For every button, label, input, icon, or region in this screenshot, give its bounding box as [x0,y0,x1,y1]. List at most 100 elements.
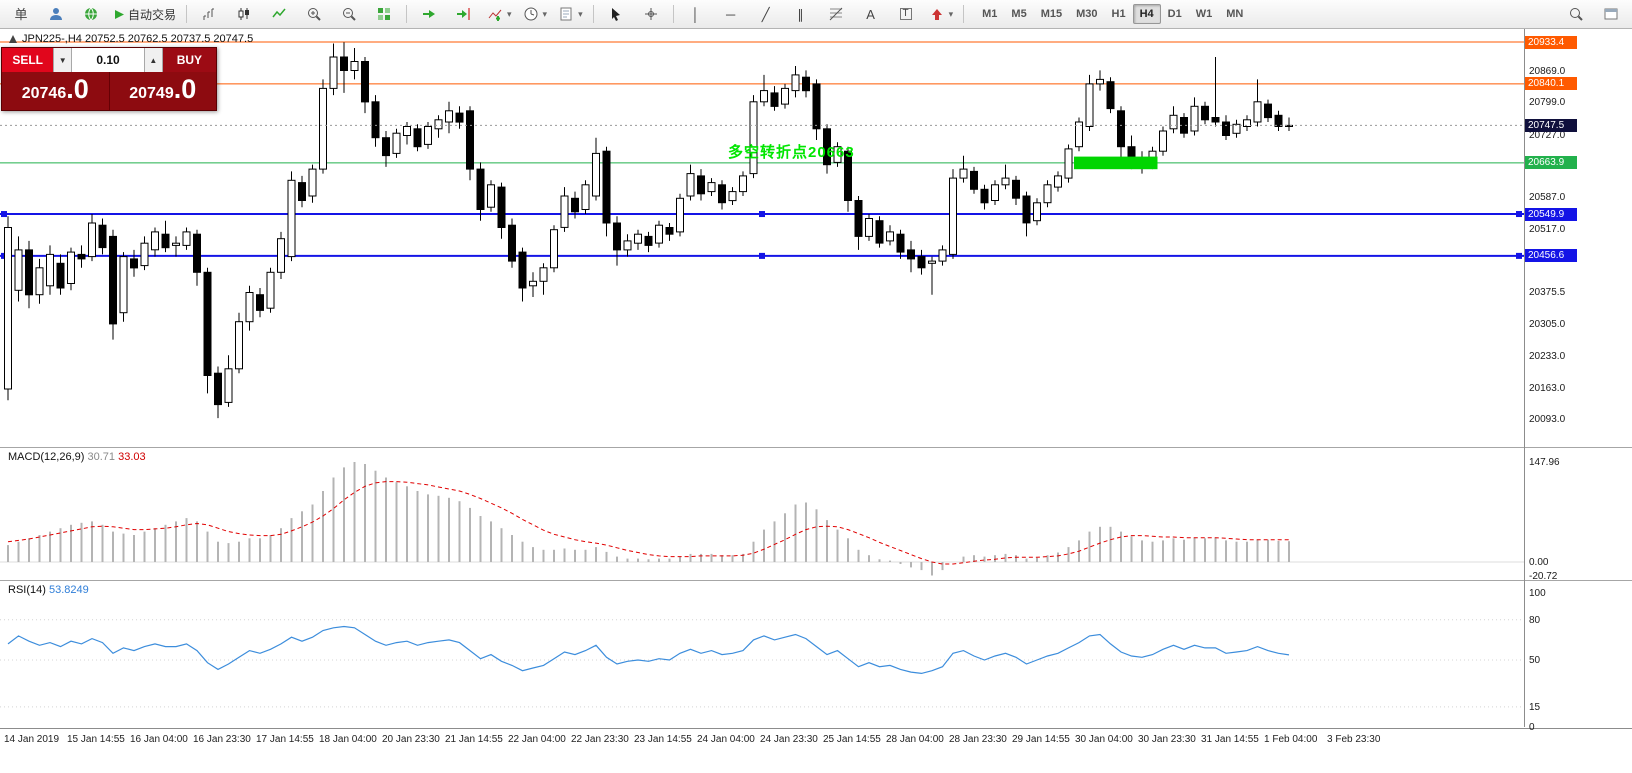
horizontal-line-tool[interactable]: ─ [714,2,748,26]
price-chart-panel[interactable]: JPN225-,H4 20752.5 20762.5 20737.5 20747… [0,29,1632,446]
sell-price-main: 20746 [21,85,67,102]
zoom-out-button[interactable] [332,2,366,26]
lot-size-input[interactable] [72,48,145,72]
pivot-annotation-text[interactable]: 多空转折点20663 [728,144,855,161]
periods-button[interactable]: ▾ [518,2,553,26]
chart-shift-icon [457,8,470,20]
rsi-svg[interactable] [0,581,1524,727]
time-label: 30 Jan 04:00 [1075,734,1133,745]
buy-button[interactable]: BUY [162,48,216,72]
lot-decrease-button[interactable]: ▼ [53,48,73,72]
sell-button[interactable]: SELL [2,48,54,72]
time-label: 28 Jan 04:00 [886,734,944,745]
templates-button[interactable]: ▾ [553,2,588,26]
line-handle[interactable] [1516,211,1522,218]
axis-tick: 80 [1529,614,1541,626]
axis-tick: 20869.0 [1529,65,1566,77]
macd-chart[interactable] [0,448,1524,584]
axis-tick: 0.00 [1529,557,1549,568]
timeframe-m15[interactable]: M15 [1040,8,1063,20]
timeframe-h4[interactable]: H4 [1132,4,1161,24]
autotrading-label: 自动交易 [128,7,177,22]
community-icon[interactable] [74,2,108,26]
indicators-button[interactable]: ▾ [482,2,517,26]
vertical-line-tool[interactable]: │ [679,2,713,26]
line-handle[interactable] [759,211,765,218]
rsi-panel[interactable]: RSI(14) 53.8249 100 80 50 15 0 [0,580,1632,733]
cursor-icon [611,8,620,21]
chart-shift-button[interactable] [447,2,481,26]
channel-icon: ∥ [797,6,804,22]
clock-icon [524,7,538,21]
price-line-tag: 20663.9 [1525,156,1577,170]
horizontal-line-icon: ─ [726,6,736,22]
price-svg[interactable] [0,29,1524,446]
trendline-tool[interactable]: ╱ [749,2,783,26]
rsi-chart[interactable] [0,581,1524,732]
channel-tool[interactable]: ∥ [784,2,818,26]
crosshair-icon [644,8,657,20]
rsi-axis[interactable]: 100 80 50 15 0 [1525,581,1632,733]
timeframe-m5[interactable]: M5 [1011,8,1027,20]
time-label: 31 Jan 14:55 [1201,734,1259,745]
template-icon [560,7,572,21]
autotrading-button[interactable]: 自动交易 [109,2,181,26]
line-handle[interactable] [1516,252,1522,259]
zoom-in-button[interactable] [297,2,331,26]
search-icon [1570,8,1583,21]
candlestick-chart[interactable] [0,29,1524,451]
time-axis[interactable]: 14 Jan 2019 15 Jan 14:55 16 Jan 04:00 16 Ja… [0,728,1632,773]
text-tool[interactable]: A [854,2,888,26]
toolbar-separator [406,5,408,23]
candlesticks [4,42,1293,419]
fibonacci-tool[interactable] [819,2,853,26]
timeframe-m1[interactable]: M1 [982,8,998,20]
profile-icon[interactable] [39,2,73,26]
macd-name: MACD(12,26,9) [8,451,85,463]
macd-svg[interactable] [0,448,1524,579]
tile-windows-button[interactable] [367,2,401,26]
new-order-button[interactable]: 单 [4,2,38,26]
lot-increase-button[interactable]: ▲ [144,48,163,72]
one-click-trade-panel: SELL ▼ ▲ BUY 20746.0 20749.0 [1,47,217,111]
axis-tick: -20.72 [1529,571,1558,582]
macd-panel[interactable]: MACD(12,26,9) 30.71 33.03 147.96 0.00 -20.… [0,447,1632,582]
trendline-icon: ╱ [761,6,770,22]
play-icon [115,9,124,19]
timeframe-h1[interactable]: H1 [1111,8,1126,20]
arrows-tool[interactable]: ▾ [924,2,959,26]
candlestick-chart-button[interactable] [227,2,261,26]
workspace-button[interactable] [1594,2,1628,26]
timeframe-m30[interactable]: M30 [1076,8,1098,20]
axis-tick: 20727.0 [1529,129,1566,141]
time-label: 15 Jan 14:55 [67,734,125,745]
cursor-tool[interactable] [599,2,633,26]
auto-scroll-icon [423,10,436,18]
search-button[interactable] [1559,2,1593,26]
chevron-down-icon: ▾ [948,8,954,19]
line-handle[interactable] [759,252,765,259]
buy-price[interactable]: 20749.0 [110,72,217,110]
auto-scroll-button[interactable] [412,2,446,26]
current-price-tag: 20747.5 [1525,118,1577,132]
time-label: 24 Jan 23:30 [760,734,818,745]
text-label-tool[interactable]: T [889,2,923,26]
rsi-value: 53.8249 [48,584,89,596]
chart-ohlc-label: JPN225-,H4 20752.5 20762.5 20737.5 20747… [8,33,253,45]
highlight-rectangle[interactable] [1074,156,1158,170]
bar-chart-button[interactable] [192,2,226,26]
time-label: 30 Jan 23:30 [1138,734,1196,745]
rsi-label: RSI(14) 53.8249 [8,584,89,596]
crosshair-tool[interactable] [634,2,668,26]
price-axis[interactable]: 20869.0 20799.0 20727.0 20587.0 20517.0 20375… [1525,29,1632,446]
timeframe-w1[interactable]: W1 [1195,8,1213,20]
price-line-tag: 20840.1 [1525,77,1577,91]
sell-price[interactable]: 20746.0 [2,72,109,110]
vertical-line-icon: │ [691,6,700,22]
line-chart-button[interactable] [262,2,296,26]
bar-chart-icon [203,8,215,20]
timeframe-d1[interactable]: D1 [1167,8,1182,20]
timeframe-mn[interactable]: MN [1226,8,1244,20]
line-handle[interactable] [1,211,7,218]
macd-axis[interactable]: 147.96 0.00 -20.72 [1525,448,1632,582]
